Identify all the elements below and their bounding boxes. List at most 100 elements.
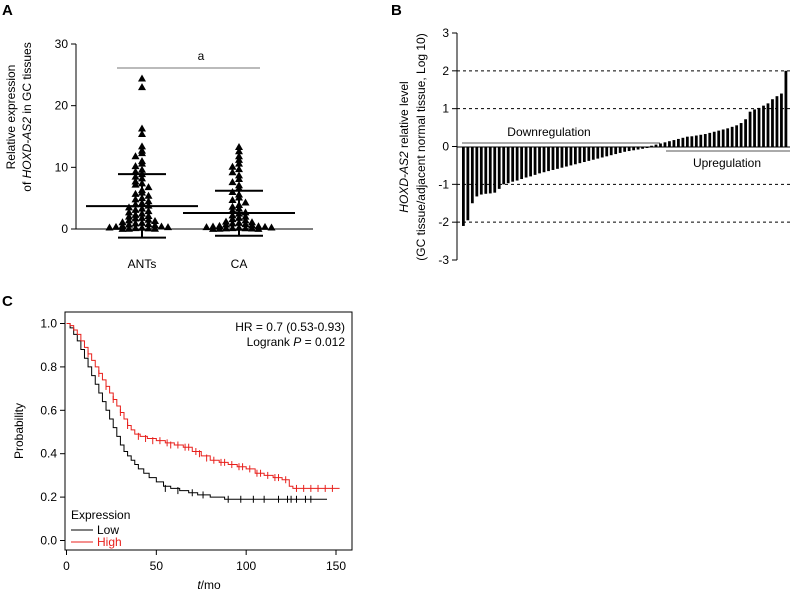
data-point <box>241 216 250 224</box>
bar <box>663 142 667 147</box>
data-point <box>228 162 237 170</box>
panel-c: C Probability t/mo 0.0 0.2 0.4 0.6 0.8 1.0 0 50… <box>2 293 353 592</box>
bar <box>775 96 779 147</box>
panel-b-y-tick-label: 3 <box>442 26 449 40</box>
data-point <box>131 162 140 170</box>
bar <box>605 146 609 157</box>
data-point <box>241 220 250 228</box>
data-point <box>118 218 127 226</box>
data-point <box>112 222 120 230</box>
bar <box>479 146 483 195</box>
panel-a-x-tick-label: CA <box>231 257 248 271</box>
data-point <box>131 205 140 213</box>
bar <box>488 146 492 194</box>
data-point <box>157 222 166 230</box>
panel-a-y-tick-label: 0 <box>61 222 68 236</box>
data-point <box>228 224 237 232</box>
data-point <box>235 155 243 163</box>
bar <box>654 144 658 147</box>
legend-title: Expression <box>71 508 130 522</box>
data-point <box>215 224 224 232</box>
data-point <box>105 223 114 231</box>
data-point <box>138 130 146 138</box>
panel-c-ticks: 0.0 0.2 0.4 0.6 0.8 1.0 0 50 100 150 <box>40 317 346 574</box>
panel-b: B HOXD-AS2 relative level (GC tissue/adj… <box>391 2 790 267</box>
panel-c-y-tick-label: 0.4 <box>40 447 57 461</box>
bar <box>757 107 761 147</box>
bar <box>560 146 564 168</box>
data-point <box>131 167 140 175</box>
data-point <box>241 212 250 220</box>
legend-high-label: High <box>97 535 122 549</box>
bar <box>515 146 519 181</box>
bar <box>614 146 618 155</box>
data-point <box>209 224 217 232</box>
bar <box>565 146 568 167</box>
bar <box>627 146 631 152</box>
data-point <box>125 220 133 228</box>
data-point <box>131 172 140 180</box>
panel-letter-b: B <box>391 2 402 19</box>
data-point <box>131 195 140 203</box>
panel-c-y-tick-label: 0.0 <box>40 534 57 548</box>
panel-a-points <box>105 74 276 232</box>
data-point <box>235 142 243 150</box>
data-point <box>228 202 237 210</box>
bar <box>766 103 770 147</box>
data-point <box>151 216 159 224</box>
bar <box>636 146 640 150</box>
data-point <box>241 224 250 232</box>
data-point <box>144 197 153 205</box>
bar <box>538 146 541 174</box>
panel-c-ylabel: Probability <box>12 403 26 459</box>
data-point <box>138 83 146 91</box>
legend-low-label: Low <box>97 523 119 537</box>
bar <box>582 146 586 163</box>
bar <box>470 146 474 204</box>
data-point <box>125 208 133 216</box>
bar <box>587 146 591 161</box>
panel-c-curves <box>66 323 340 503</box>
data-point <box>151 224 159 232</box>
data-point <box>267 223 276 231</box>
bar <box>699 134 703 147</box>
data-point <box>241 198 250 206</box>
bar <box>784 70 788 147</box>
data-point <box>235 175 243 183</box>
bar <box>668 141 671 147</box>
bar <box>551 146 555 170</box>
bar <box>780 93 783 147</box>
data-point <box>138 149 146 157</box>
bar <box>609 146 613 156</box>
bar <box>641 146 644 149</box>
bar <box>708 132 712 147</box>
bar <box>659 143 662 147</box>
panel-a-y-tick-label: 20 <box>55 99 69 113</box>
panel-a-ylabel-line1: Relative expression <box>4 65 18 170</box>
data-point <box>248 224 256 232</box>
data-point <box>138 74 146 82</box>
bar <box>672 140 676 147</box>
significance-label: a <box>198 49 205 63</box>
data-point <box>228 168 237 176</box>
bar <box>771 99 774 147</box>
hazard-ratio-text: HR = 0.7 (0.53-0.93) <box>235 320 345 334</box>
panel-a-y-tick-label: 30 <box>55 37 69 51</box>
bar <box>569 146 573 166</box>
panel-c-frame <box>64 311 353 551</box>
data-point <box>144 220 153 228</box>
data-point <box>144 215 153 223</box>
bar <box>596 146 600 159</box>
panel-c-y-tick-label: 0.8 <box>40 360 57 374</box>
bar <box>694 135 698 147</box>
bar <box>681 137 685 147</box>
data-point <box>228 215 237 223</box>
bar <box>690 136 694 147</box>
bar <box>623 146 627 152</box>
panel-c-y-tick-label: 0.2 <box>40 490 57 504</box>
data-point <box>131 214 140 222</box>
panel-c-x-tick-label: 50 <box>150 559 164 573</box>
panel-b-y-tick-label: 1 <box>442 102 449 116</box>
bar <box>726 128 730 147</box>
